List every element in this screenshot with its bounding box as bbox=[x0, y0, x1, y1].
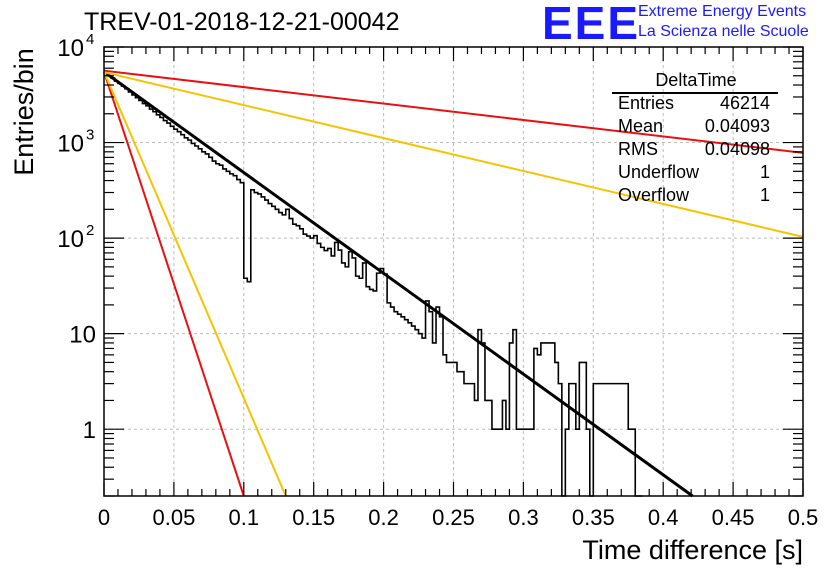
x-tick-label: 0.15 bbox=[292, 505, 335, 530]
band-line bbox=[103, 71, 287, 497]
stats-label: Overflow bbox=[618, 185, 690, 205]
y-axis-label: Entries/bin bbox=[9, 48, 39, 176]
x-tick-label: 0.4 bbox=[648, 505, 679, 530]
y-tick-label: 10 bbox=[57, 131, 84, 158]
run-title: TREV-01-2018-12-21-00042 bbox=[84, 8, 400, 36]
axes: 0 0.05 0.1 0.15 0.2 0.25 0.3 0.35 0.4 0.45 0.510 41… bbox=[57, 31, 818, 530]
x-tick-label: 0.45 bbox=[712, 505, 755, 530]
histogram-outline bbox=[104, 71, 643, 497]
stats-row-rms: RMS 0.04098 bbox=[618, 139, 770, 160]
fit-curves bbox=[103, 69, 804, 498]
x-tick-label: 0.05 bbox=[152, 505, 195, 530]
y-tick-exponent: 4 bbox=[86, 31, 94, 48]
x-axis-label: Time difference [s] bbox=[582, 535, 803, 565]
grid bbox=[104, 47, 803, 496]
logo-line-1: Extreme Energy Events bbox=[638, 3, 807, 20]
stats-label: RMS bbox=[618, 139, 658, 159]
x-tick-label: 0.3 bbox=[508, 505, 539, 530]
x-tick-label: 0.1 bbox=[229, 505, 260, 530]
stats-value: 46214 bbox=[719, 93, 770, 113]
x-tick-label: 0.5 bbox=[788, 505, 819, 530]
stats-value: 1 bbox=[759, 185, 770, 205]
stats-label: Mean bbox=[618, 116, 664, 136]
stats-divider bbox=[612, 92, 778, 94]
x-tick-label: 0 bbox=[98, 505, 110, 530]
y-tick-label: 10 bbox=[57, 226, 84, 253]
x-tick-label: 0.2 bbox=[368, 505, 399, 530]
y-tick-label: 10 bbox=[69, 322, 96, 349]
stats-label: Underflow bbox=[618, 162, 700, 182]
stats-row-underflow: Underflow 1 bbox=[618, 162, 770, 183]
stats-value: 1 bbox=[759, 162, 770, 182]
histogram bbox=[104, 71, 643, 497]
stats-value: 0.04093 bbox=[704, 116, 770, 136]
y-tick-label: 1 bbox=[83, 417, 96, 444]
fit-line bbox=[103, 70, 694, 498]
band-line bbox=[103, 69, 804, 154]
x-tick-label: 0.25 bbox=[432, 505, 475, 530]
y-tick-label: 10 bbox=[57, 35, 84, 62]
y-tick-exponent: 3 bbox=[86, 127, 94, 144]
stats-row-overflow: Overflow 1 bbox=[618, 185, 770, 206]
stats-label: Entries bbox=[618, 93, 675, 113]
y-tick-exponent: 2 bbox=[86, 222, 94, 239]
band-line bbox=[103, 71, 804, 238]
stats-row-mean: Mean 0.04093 bbox=[618, 116, 770, 137]
stats-value: 0.04098 bbox=[704, 139, 770, 159]
band-line bbox=[103, 71, 245, 497]
x-tick-label: 0.35 bbox=[572, 505, 615, 530]
stats-title: DeltaTime bbox=[655, 70, 737, 90]
stats-row-entries: Entries 46214 bbox=[618, 93, 770, 114]
eee-logo: EEE bbox=[542, 0, 641, 49]
logo-line-2: La Scienza nelle Scuole bbox=[638, 23, 809, 40]
